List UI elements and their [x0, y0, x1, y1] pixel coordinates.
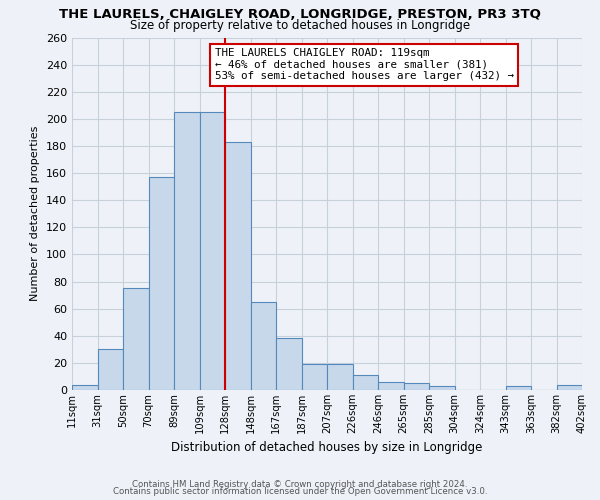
Bar: [276, 338, 302, 390]
Bar: [123, 288, 149, 390]
Bar: [251, 302, 276, 390]
Bar: [505, 386, 531, 390]
Bar: [429, 386, 455, 390]
Text: Contains HM Land Registry data © Crown copyright and database right 2024.: Contains HM Land Registry data © Crown c…: [132, 480, 468, 489]
Text: Size of property relative to detached houses in Longridge: Size of property relative to detached ho…: [130, 19, 470, 32]
Text: Contains public sector information licensed under the Open Government Licence v3: Contains public sector information licen…: [113, 487, 487, 496]
Bar: [72, 384, 97, 390]
Bar: [302, 364, 327, 390]
Bar: [327, 364, 353, 390]
Bar: [149, 177, 174, 390]
Bar: [174, 112, 199, 390]
Text: THE LAURELS CHAIGLEY ROAD: 119sqm
← 46% of detached houses are smaller (381)
53%: THE LAURELS CHAIGLEY ROAD: 119sqm ← 46% …: [215, 48, 514, 82]
Bar: [353, 375, 378, 390]
X-axis label: Distribution of detached houses by size in Longridge: Distribution of detached houses by size …: [172, 442, 482, 454]
Text: THE LAURELS, CHAIGLEY ROAD, LONGRIDGE, PRESTON, PR3 3TQ: THE LAURELS, CHAIGLEY ROAD, LONGRIDGE, P…: [59, 8, 541, 20]
Bar: [378, 382, 404, 390]
Y-axis label: Number of detached properties: Number of detached properties: [31, 126, 40, 302]
Bar: [404, 383, 429, 390]
Bar: [557, 384, 582, 390]
Bar: [225, 142, 251, 390]
Bar: [97, 350, 123, 390]
Bar: [199, 112, 225, 390]
